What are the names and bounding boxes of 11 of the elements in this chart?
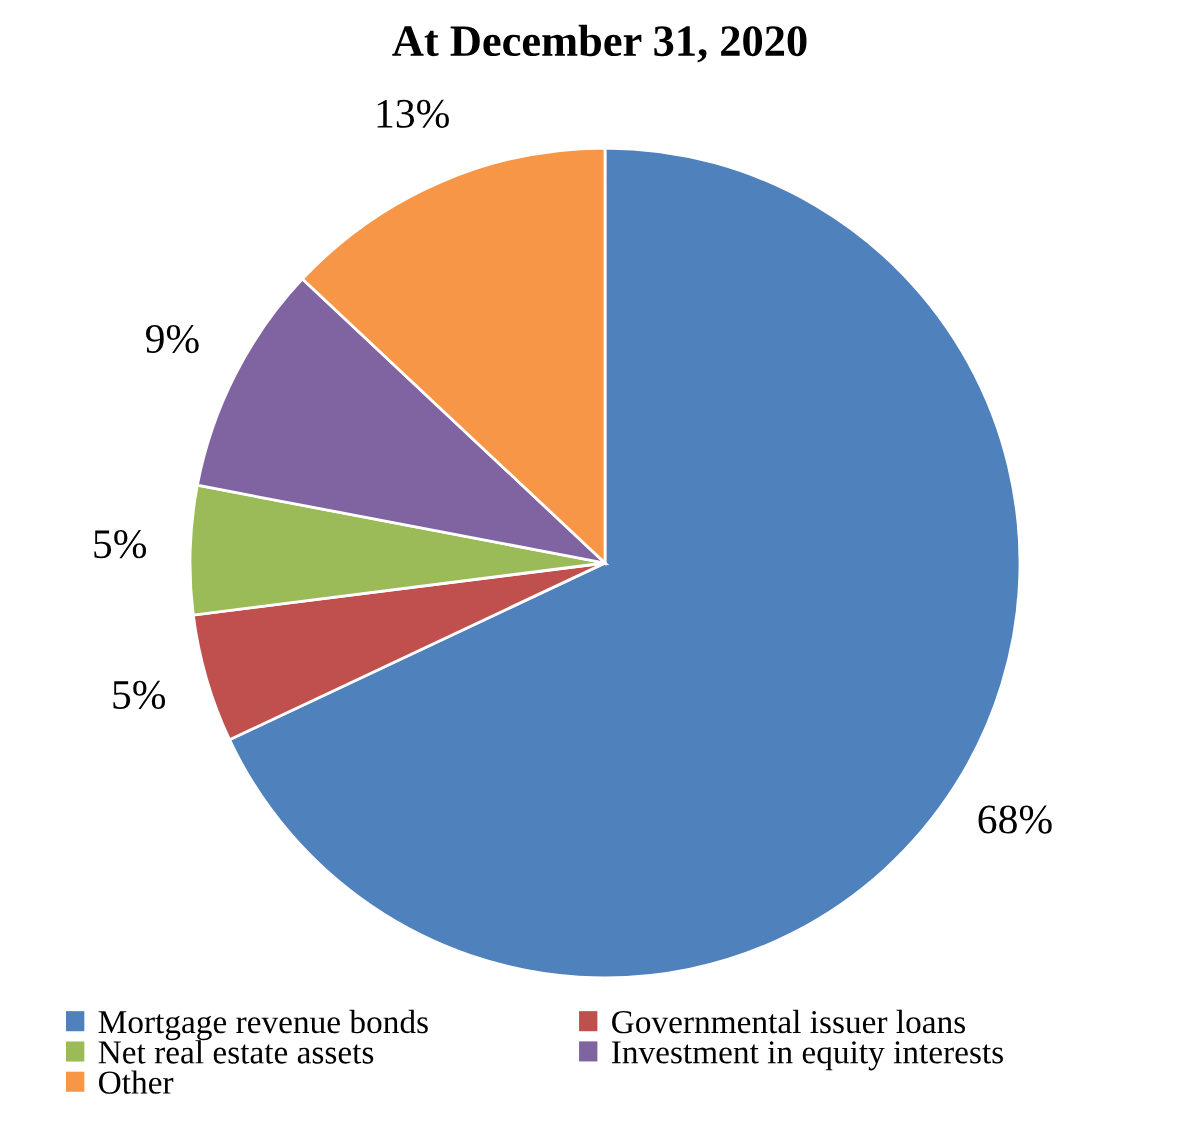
legend-label: Investment in equity interests (611, 1041, 1003, 1071)
legend-label: Net real estate assets (98, 1040, 374, 1064)
data-label: 5% (94, 530, 147, 559)
data-label: 13% (377, 99, 449, 128)
legend-label: Mortgage revenue bonds (98, 1009, 428, 1041)
data-label: 68% (978, 805, 1052, 834)
legend-label: Other (99, 1070, 174, 1094)
legend-label: Governmental issuer loans (612, 1009, 965, 1034)
chart-title: At December 31, 2020 (392, 24, 807, 63)
data-label: 9% (145, 324, 199, 354)
data-label: 5% (113, 680, 166, 710)
